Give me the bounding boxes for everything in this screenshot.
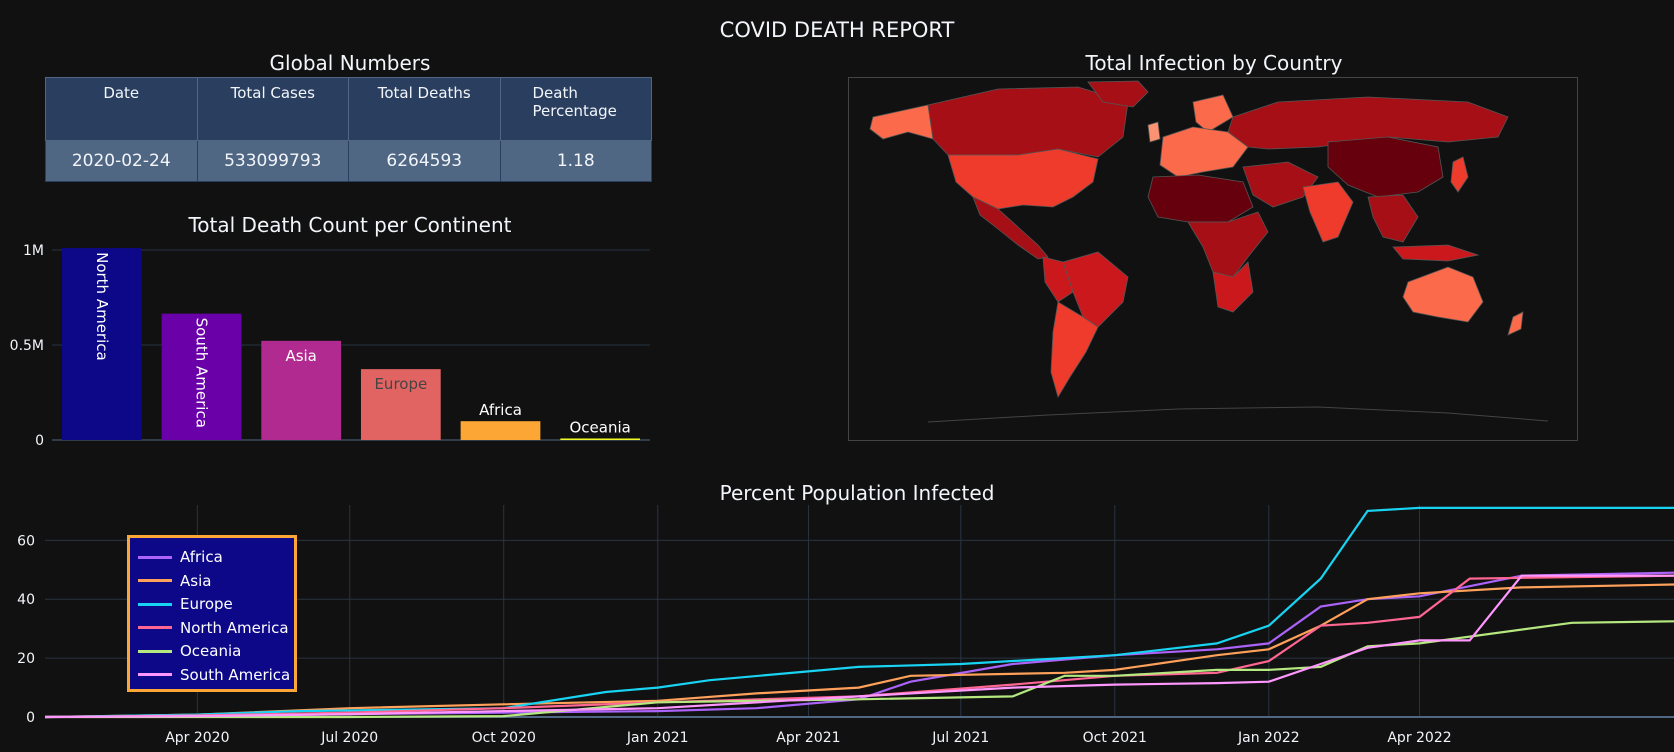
line-y-tick-label: 40 xyxy=(17,592,35,608)
bar-label-africa: Africa xyxy=(479,401,522,419)
line-x-tick-label: Jul 2021 xyxy=(931,730,989,746)
map-country-europe[interactable] xyxy=(1159,126,1249,178)
legend-item-africa[interactable]: Africa xyxy=(138,547,223,567)
map-country-india[interactable] xyxy=(1302,181,1354,243)
bar-north-america[interactable] xyxy=(61,248,142,440)
series-line-south-america[interactable] xyxy=(44,574,1674,719)
map-country-central-africa[interactable] xyxy=(1187,211,1269,278)
legend-swatch-africa xyxy=(138,555,172,559)
table-header-total-cases: Total Cases xyxy=(196,77,349,141)
legend-item-asia[interactable]: Asia xyxy=(138,571,211,591)
map-country-russia[interactable] xyxy=(1227,96,1509,150)
legend-item-north-america[interactable]: North America xyxy=(138,618,289,638)
global-numbers-table: Date Total Cases Total Deaths Death Perc… xyxy=(45,77,652,182)
legend-swatch-asia xyxy=(138,579,172,582)
death-count-bar-chart: 0 0.5M 1M North America South America Asia Eur… xyxy=(10,243,650,449)
percent-infected-line-chart: Apr 2020 Jul 2020 Oct 2020 Jan 2021 Apr 2021… xyxy=(17,505,1674,746)
table-header-date: Date xyxy=(45,77,198,141)
legend-label-africa: Africa xyxy=(180,548,223,566)
legend-item-europe[interactable]: Europe xyxy=(138,594,233,614)
map-country-usa[interactable] xyxy=(947,148,1099,210)
bar-y-tick-label: 0 xyxy=(35,433,44,449)
legend-swatch-europe xyxy=(138,602,172,606)
map-country-argentina[interactable] xyxy=(1050,301,1099,399)
line-x-tick-label: Jan 2021 xyxy=(626,730,689,746)
table-cell-death-percentage: 1.18 xyxy=(499,140,652,182)
bar-label-oceania: Oceania xyxy=(569,418,630,436)
legend-swatch-south-america xyxy=(138,673,172,676)
table-cell-total-cases: 533099793 xyxy=(196,140,349,182)
map-country-australia[interactable] xyxy=(1402,266,1484,323)
line-x-tick-label: Apr 2022 xyxy=(1387,730,1451,746)
legend-label-asia: Asia xyxy=(180,571,212,590)
map-country-japan[interactable] xyxy=(1450,156,1469,193)
legend-label-europe: Europe xyxy=(180,595,233,613)
line-x-tick-label: Jul 2020 xyxy=(320,730,378,746)
bar-africa[interactable] xyxy=(460,421,541,440)
legend-swatch-north-america xyxy=(138,626,172,629)
map-country-uk[interactable] xyxy=(1147,121,1161,143)
bar-oceania[interactable] xyxy=(560,438,641,440)
bar-label-south-america: South America xyxy=(193,318,211,428)
map-country-indonesia[interactable] xyxy=(1392,244,1480,262)
map-country-colombia[interactable] xyxy=(1042,256,1074,303)
table-cell-date: 2020-02-24 xyxy=(45,140,198,182)
line-y-tick-label: 20 xyxy=(17,651,35,667)
legend-item-oceania[interactable]: Oceania xyxy=(138,641,241,661)
bar-label-north-america: North America xyxy=(93,252,111,361)
map-country-middle-east[interactable] xyxy=(1242,161,1319,208)
line-x-tick-label: Apr 2020 xyxy=(165,730,229,746)
map-country-scandinavia[interactable] xyxy=(1192,94,1234,133)
bar-label-europe: Europe xyxy=(374,375,427,393)
table-row: 2020-02-24 533099793 6264593 1.18 xyxy=(45,140,652,182)
map-country-south-africa[interactable] xyxy=(1212,261,1254,313)
table-title: Global Numbers xyxy=(269,51,431,75)
bar-europe[interactable] xyxy=(360,369,441,440)
world-choropleth-map xyxy=(848,77,1578,441)
series-line-europe[interactable] xyxy=(44,506,1674,719)
map-country-china[interactable] xyxy=(1327,136,1444,198)
map-title: Total Infection by Country xyxy=(1085,51,1343,75)
map-country-brazil[interactable] xyxy=(1062,251,1129,328)
dashboard-title: COVID DEATH REPORT xyxy=(719,18,955,42)
map-antarctica-outline xyxy=(927,406,1549,423)
legend-label-north-america: North America xyxy=(180,618,289,637)
map-country-greenland[interactable] xyxy=(1087,80,1149,108)
bar-y-tick-label: 0.5M xyxy=(10,338,44,354)
bar-y-tick-label: 1M xyxy=(23,243,44,259)
table-header-row: Date Total Cases Total Deaths Death Perc… xyxy=(45,77,652,141)
bar-south-america[interactable] xyxy=(161,313,242,440)
legend-swatch-oceania xyxy=(138,649,172,653)
map-country-new-zealand[interactable] xyxy=(1507,311,1524,336)
line-chart-title: Percent Population Infected xyxy=(719,481,995,505)
map-country-north-africa[interactable] xyxy=(1147,174,1254,223)
bar-label-asia: Asia xyxy=(285,347,316,365)
bar-chart-title: Total Death Count per Continent xyxy=(188,213,512,237)
map-country-southeast-asia[interactable] xyxy=(1367,194,1419,243)
legend-item-south-america[interactable]: South America xyxy=(138,665,290,685)
map-country-canada[interactable] xyxy=(927,86,1129,158)
table-cell-total-deaths: 6264593 xyxy=(348,140,501,182)
table-header-death-percentage: Death Percentage xyxy=(499,77,652,141)
bar-asia[interactable] xyxy=(261,340,342,440)
series-line-oceania[interactable] xyxy=(45,620,1674,719)
line-x-tick-label: Apr 2021 xyxy=(776,730,840,746)
line-x-tick-label: Oct 2021 xyxy=(1083,730,1147,746)
legend-label-south-america: South America xyxy=(180,665,291,684)
legend-label-oceania: Oceania xyxy=(180,642,242,660)
line-chart-legend: Africa Asia Europe North America Oceania Sout… xyxy=(127,535,297,692)
line-y-tick-label: 0 xyxy=(26,710,35,726)
table-header-total-deaths: Total Deaths xyxy=(348,77,501,141)
line-x-tick-label: Oct 2020 xyxy=(472,730,536,746)
line-y-tick-label: 60 xyxy=(17,533,35,549)
line-x-tick-label: Jan 2022 xyxy=(1237,730,1300,746)
series-line-asia[interactable] xyxy=(44,583,1674,719)
